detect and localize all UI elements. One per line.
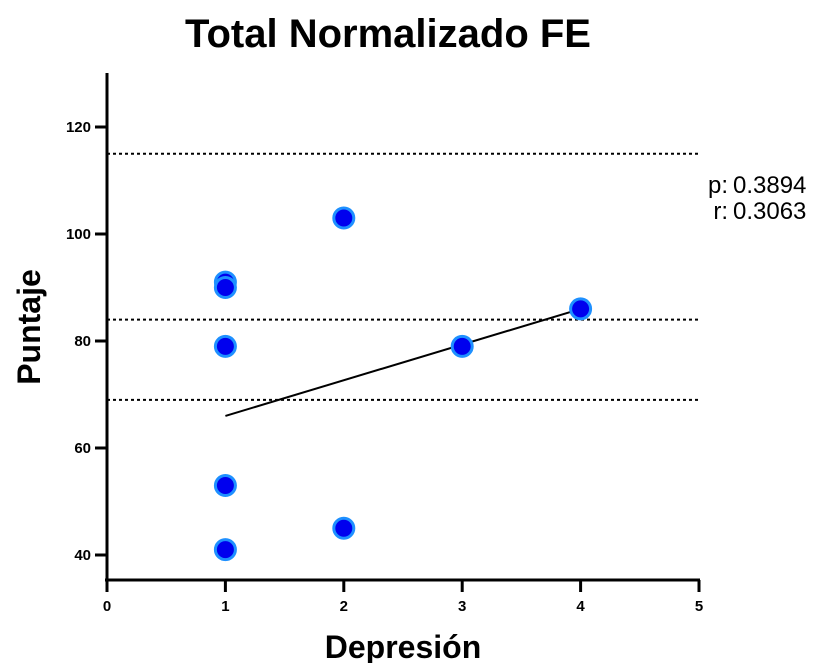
stats-annotation: p: 0.3894 r: 0.3063 (708, 172, 806, 225)
data-point (213, 334, 237, 358)
x-ticks: 0 1 2 3 4 5 (103, 580, 703, 615)
reference-lines (107, 152, 699, 401)
x-tick-label: 1 (221, 598, 229, 615)
data-point (332, 206, 356, 230)
data-point (213, 538, 237, 562)
chart-title: Total Normalizado FE (185, 12, 591, 56)
x-tick-label: 2 (340, 598, 348, 615)
regression-line (225, 307, 581, 417)
y-tick-label: 120 (66, 119, 91, 136)
x-tick-label: 3 (458, 598, 466, 615)
y-tick-label: 40 (74, 547, 91, 564)
data-point (332, 516, 356, 540)
r-label: r: (713, 198, 728, 225)
y-tick-label: 100 (66, 226, 91, 243)
x-tick-label: 0 (103, 598, 111, 615)
y-axis-label: Puntaje (11, 269, 47, 385)
p-label: p: (708, 172, 728, 199)
data-point (213, 276, 237, 299)
p-value: 0.3894 (733, 172, 806, 199)
data-point (569, 297, 593, 321)
y-ticks: 40 60 80 100 120 (66, 119, 107, 564)
x-tick-label: 4 (576, 598, 585, 615)
y-tick-label: 60 (74, 440, 91, 457)
data-point (450, 334, 474, 358)
r-value: 0.3063 (733, 198, 806, 225)
y-tick-label: 80 (74, 333, 91, 350)
x-tick-label: 5 (695, 598, 703, 615)
data-point (213, 473, 237, 497)
x-axis-label: Depresión (325, 629, 481, 663)
data-points (213, 206, 593, 562)
regression-line-group (225, 307, 581, 417)
